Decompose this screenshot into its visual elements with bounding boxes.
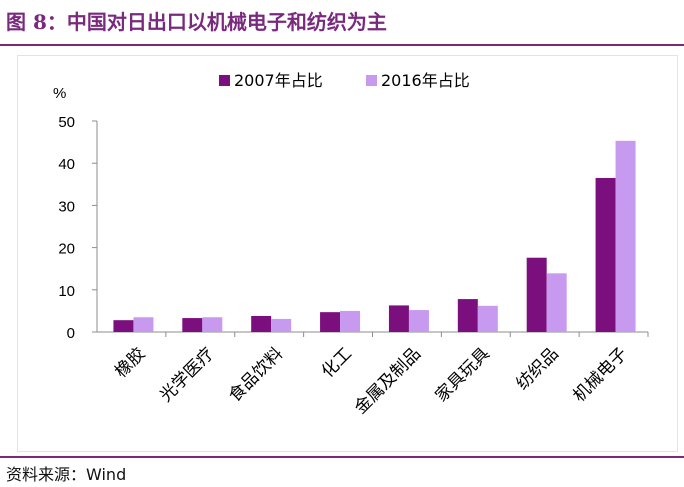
- bar-series-2007: [113, 320, 134, 332]
- y-tick-label: 20: [58, 241, 75, 258]
- y-tick-label: 50: [58, 114, 75, 131]
- bar-series-2007: [251, 315, 272, 332]
- bar-series-2016: [340, 310, 361, 332]
- source-note: 资料来源：Wind: [6, 461, 126, 485]
- x-tick-label: 光学医疗: [156, 344, 218, 406]
- y-tick-label: 30: [58, 198, 75, 215]
- bar-series-2007: [457, 299, 478, 332]
- bar-series-2016: [546, 273, 567, 332]
- bar-series-2007: [182, 318, 203, 332]
- y-tick-label: 10: [58, 283, 75, 300]
- source-divider: [0, 456, 684, 458]
- figure-title: 图 8：中国对日出口以机械电子和纺织为主: [6, 10, 387, 34]
- bar-series-2016: [133, 317, 154, 332]
- bar-series-2016: [615, 140, 636, 332]
- legend-swatch-2016: [366, 75, 377, 86]
- bar-series-2016: [271, 318, 292, 332]
- legend-swatch-2007: [219, 75, 230, 86]
- x-tick-label: 化工: [318, 344, 356, 382]
- source-label: 资料来源：: [6, 465, 87, 484]
- y-tick-label: 0: [67, 325, 75, 342]
- chart-frame: [17, 55, 678, 452]
- bar-series-2007: [595, 177, 616, 332]
- x-tick-label: 金属及制品: [351, 344, 425, 418]
- x-tick-label: 食品饮料: [225, 344, 287, 406]
- bar-series-2007: [388, 305, 409, 332]
- y-tick-label: 40: [58, 156, 75, 173]
- bar-series-2016: [477, 305, 498, 332]
- bar-series-2007: [320, 312, 341, 332]
- x-tick-label: 纺织品: [513, 344, 563, 394]
- bar-series-2016: [408, 310, 429, 332]
- legend-label: 2016年占比: [381, 71, 470, 90]
- x-tick-label: 家具玩具: [432, 344, 494, 406]
- x-tick-label: 橡胶: [111, 344, 149, 382]
- y-axis-unit: %: [53, 85, 66, 102]
- bar-series-2007: [526, 257, 547, 332]
- bar-series-2016: [202, 317, 223, 332]
- x-tick-label: 机械电子: [569, 344, 631, 406]
- legend-label: 2007年占比: [234, 71, 323, 90]
- source-value: Wind: [86, 465, 127, 484]
- title-divider: [0, 44, 684, 46]
